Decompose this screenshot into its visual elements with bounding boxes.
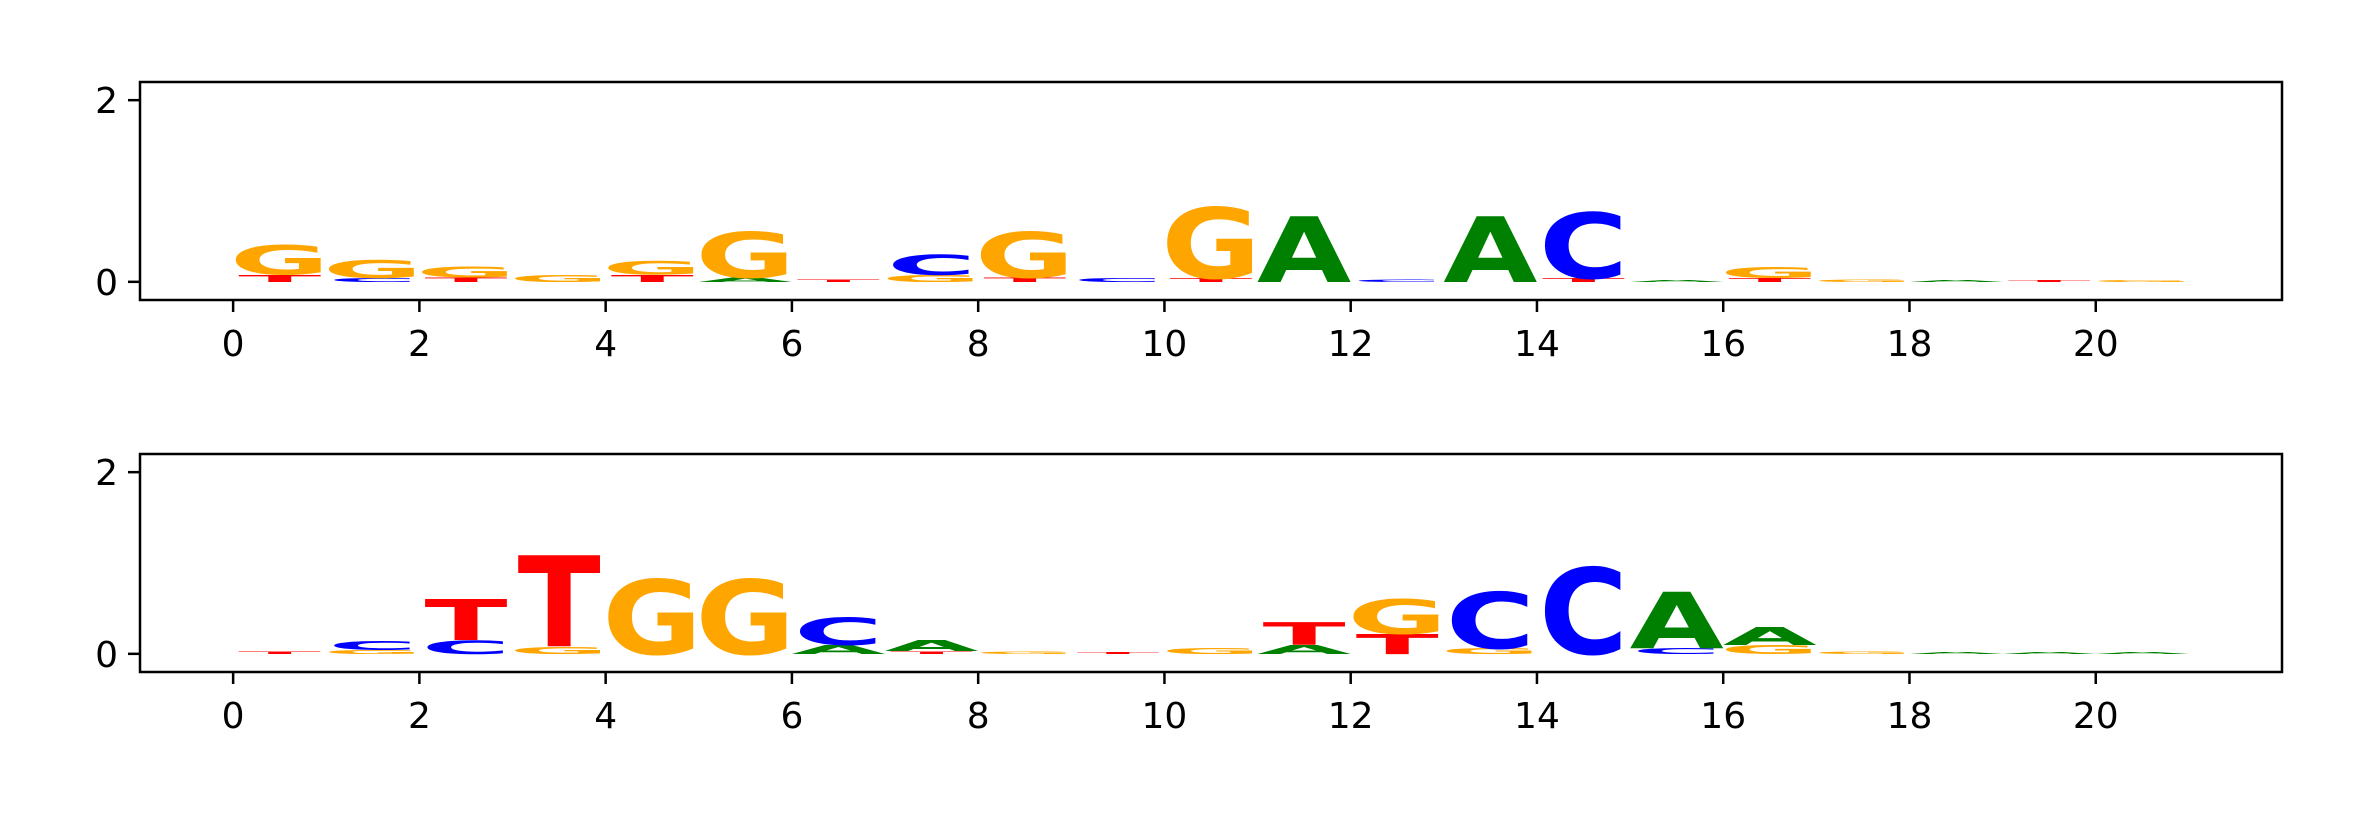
logo-letter-G: G: [230, 238, 330, 284]
logo-letter-A: A: [1909, 280, 2004, 283]
logo-letter-A: A: [1909, 652, 2004, 655]
x-tick-label: 8: [967, 696, 990, 737]
logo-letter-G: G: [1161, 647, 1261, 656]
x-tick-label: 16: [1700, 324, 1746, 365]
logo-letter-T: T: [2008, 280, 2091, 283]
logo-letter-T: T: [1356, 628, 1439, 660]
logo-letter-C: C: [1632, 647, 1721, 656]
logo-letter-C: C: [1539, 545, 1628, 682]
logo-letter-G: G: [2092, 280, 2192, 283]
y-tick-label: 2: [95, 453, 118, 494]
logo-letter-T: T: [797, 278, 880, 282]
logo-letter-T: T: [1169, 277, 1252, 283]
x-tick-label: 8: [967, 324, 990, 365]
logo-letter-C: C: [328, 639, 417, 653]
x-tick-label: 6: [780, 696, 803, 737]
logo-letter-G: G: [602, 257, 702, 279]
x-tick-label: 10: [1142, 324, 1188, 365]
logo-letter-G: G: [975, 650, 1075, 654]
x-tick-label: 0: [222, 324, 245, 365]
axes-frame: [138, 80, 2284, 302]
logo-letter-A: A: [885, 637, 979, 654]
logo-letter-C: C: [794, 610, 883, 654]
logo-letter-G: G: [323, 649, 423, 655]
logo-letter-A: A: [2095, 652, 2190, 655]
x-tick-label: 18: [1887, 696, 1933, 737]
logo-letter-A: A: [1443, 200, 1537, 304]
logo-letter-T: T: [1728, 277, 1811, 283]
logo-letter-G: G: [509, 645, 609, 657]
x-tick-label: 2: [408, 324, 431, 365]
logo-letter-A: A: [2002, 652, 2097, 655]
y-tick-label: 2: [95, 81, 118, 122]
x-tick-label: 6: [780, 324, 803, 365]
logo-letter-G: G: [695, 219, 795, 292]
logo-letter-T: T: [1542, 277, 1625, 283]
logo-letter-A: A: [1723, 621, 1817, 650]
x-tick-label: 2: [408, 696, 431, 737]
logo-letter-G: G: [1720, 265, 1820, 282]
logo-letter-G: G: [1440, 647, 1540, 656]
logo-letter-C: C: [328, 277, 417, 283]
logo-letter-A: A: [1630, 577, 1724, 667]
logo-letter-G: G: [975, 219, 1075, 292]
logo-letter-G: G: [1347, 590, 1447, 645]
logo-letter-T: T: [983, 276, 1066, 283]
logo-letter-G: G: [416, 264, 516, 281]
x-tick-label: 16: [1700, 696, 1746, 737]
x-tick-label: 10: [1142, 696, 1188, 737]
logo-letter-T: T: [518, 532, 601, 677]
logo-letter-C: C: [887, 249, 976, 281]
logo-letter-G: G: [323, 255, 423, 284]
logo-letter-T: T: [238, 273, 321, 285]
logo-letter-C: C: [421, 636, 510, 658]
x-tick-label: 20: [2073, 324, 2119, 365]
x-tick-label: 4: [594, 324, 617, 365]
y-tick-label: 0: [95, 263, 118, 304]
logo-letter-T: T: [1263, 616, 1347, 652]
logo-letter-T: T: [611, 273, 694, 285]
logo-letter-A: A: [1257, 200, 1351, 304]
logo-letter-A: A: [698, 276, 793, 283]
y-tick-label: 0: [95, 635, 118, 676]
logo-letter-A: A: [1630, 280, 1725, 283]
x-tick-label: 20: [2073, 696, 2119, 737]
logo-letter-G: G: [1813, 278, 1913, 282]
x-tick-label: 12: [1328, 324, 1374, 365]
x-tick-label: 14: [1514, 696, 1560, 737]
x-tick-label: 12: [1328, 696, 1374, 737]
logo-letter-T: T: [238, 650, 321, 654]
logo-letter-T: T: [890, 650, 973, 654]
logo-letter-T: T: [424, 276, 507, 283]
logo-letter-C: C: [1353, 278, 1442, 282]
logo-letter-G: G: [882, 273, 982, 285]
logo-letter-T: T: [424, 589, 507, 654]
logo-letter-G: G: [695, 560, 795, 678]
logo-letter-T: T: [1076, 652, 1159, 655]
logo-letter-G: G: [602, 560, 702, 678]
logo-letter-C: C: [1446, 577, 1535, 667]
axes-frame: [138, 452, 2284, 674]
logo-letter-C: C: [1073, 277, 1162, 283]
logo-letter-A: A: [791, 642, 885, 656]
logo-letter-A: A: [1257, 642, 1351, 656]
logo-letter-G: G: [1161, 188, 1261, 301]
x-tick-label: 0: [222, 696, 245, 737]
x-tick-label: 4: [594, 696, 617, 737]
logo-letter-G: G: [1720, 642, 1820, 656]
logo-letter-G: G: [1813, 650, 1913, 654]
logo-letter-C: C: [1539, 196, 1628, 300]
logo-letter-G: G: [509, 273, 609, 285]
x-tick-label: 18: [1887, 324, 1933, 365]
x-tick-label: 14: [1514, 324, 1560, 365]
